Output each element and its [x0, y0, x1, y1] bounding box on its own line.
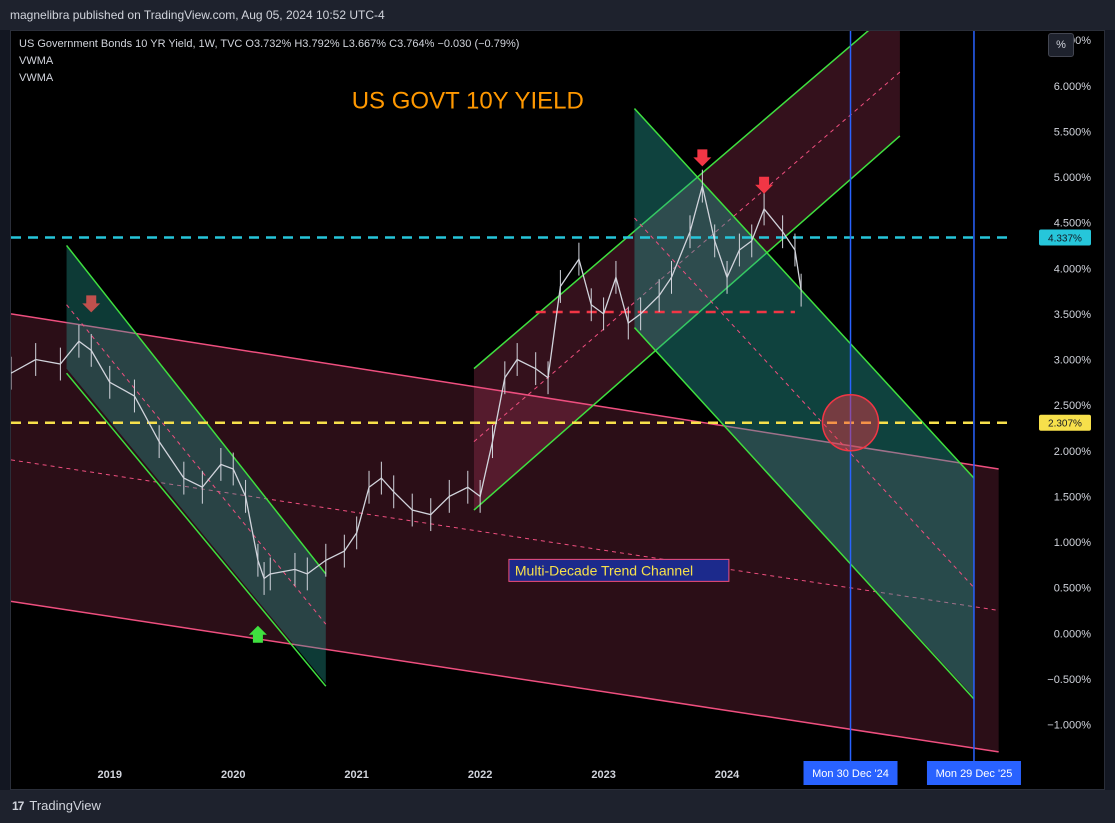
vertical-marker-label-bg-1 [926, 761, 1021, 785]
down-channel-2023-mid [634, 217, 975, 588]
level-label-bg-1 [1039, 414, 1091, 431]
up-channel-fill [473, 31, 900, 511]
chart-area[interactable]: 4.337% 2.307% Mon 30 Dec '24 Mon 29 Dec '25… [10, 30, 1105, 790]
y-tick-label: 3.500% [1054, 309, 1092, 321]
footer-bar: 17 TradingView [0, 790, 1115, 823]
annotation-text-0: Multi-Decade Trend Channel [515, 562, 693, 578]
arrow-up-2020 [248, 625, 267, 643]
vertical-marker-label-1: Mon 29 Dec '25 [936, 768, 1013, 780]
level-label-0: 4.337% [1048, 233, 1082, 244]
y-tick-label: 4.000% [1054, 263, 1092, 275]
multi-decade-channel-lower [11, 600, 999, 753]
annotation-box-0 [508, 558, 730, 582]
arrow-down-2024 [755, 176, 774, 194]
down-channel-2023-upper [633, 108, 975, 479]
arrow-down-2023 [693, 149, 712, 167]
y-tick-label: 0.000% [1054, 628, 1092, 640]
y-tick-label: 1.000% [1054, 537, 1092, 549]
x-tick-label: 2019 [98, 769, 122, 781]
x-tick-label: 2022 [468, 769, 492, 781]
y-tick-label: 0.500% [1054, 583, 1092, 595]
y-tick-label: 5.000% [1054, 172, 1092, 184]
y-tick-label: −0.500% [1047, 674, 1091, 686]
down-channel-2018-fill [66, 245, 326, 684]
down-channel-2023-lower [633, 327, 975, 700]
percent-scale-button[interactable]: % [1048, 33, 1074, 57]
chart-svg[interactable]: 4.337% 2.307% Mon 30 Dec '24 Mon 29 Dec '25… [11, 31, 1105, 790]
brand[interactable]: 17 TradingView [12, 798, 101, 813]
publisher-line: magnelibra published on TradingView.com,… [10, 8, 385, 22]
up-channel-lower [473, 135, 901, 511]
legend-indicator-2[interactable]: VWMA [19, 72, 54, 84]
y-tick-label: 4.500% [1054, 218, 1092, 230]
y-tick-label: 1.500% [1054, 491, 1092, 503]
down-channel-2018-upper [65, 244, 327, 575]
publisher-bar: magnelibra published on TradingView.com,… [0, 0, 1115, 30]
chart-legend: US Government Bonds 10 YR Yield, 1W, TVC… [19, 36, 519, 87]
legend-indicator-1[interactable]: VWMA [19, 55, 54, 67]
vertical-marker-label-0: Mon 30 Dec '24 [812, 768, 889, 780]
y-tick-label: 6.000% [1054, 81, 1092, 93]
target-circle [821, 393, 880, 452]
down-channel-2018-lower [65, 372, 327, 687]
y-tick-label: 2.000% [1054, 446, 1092, 458]
x-tick-label: 2021 [344, 769, 368, 781]
arrow-down-2018 [82, 295, 101, 313]
x-tick-label: 2023 [591, 769, 615, 781]
level-label-bg-0 [1039, 229, 1091, 246]
brand-name: TradingView [29, 798, 101, 813]
chart-title: US GOVT 10Y YIELD [352, 88, 584, 115]
y-tick-label: −1.000% [1047, 720, 1091, 732]
x-tick-label: 2024 [715, 769, 740, 781]
tradingview-logo-icon: 17 [12, 798, 24, 813]
x-tick-label: 2020 [221, 769, 245, 781]
y-tick-label: 2.500% [1054, 400, 1092, 412]
multi-decade-channel-mid [11, 459, 999, 611]
legend-title: US Government Bonds 10 YR Yield, 1W, TVC… [19, 38, 520, 50]
up-channel-upper [473, 31, 870, 370]
level-label-1: 2.307% [1048, 419, 1082, 430]
vertical-marker-label-bg-0 [803, 761, 898, 785]
up-channel-mid [473, 71, 901, 443]
y-tick-label: 3.000% [1054, 355, 1092, 367]
y-tick-label: 5.500% [1054, 126, 1092, 138]
